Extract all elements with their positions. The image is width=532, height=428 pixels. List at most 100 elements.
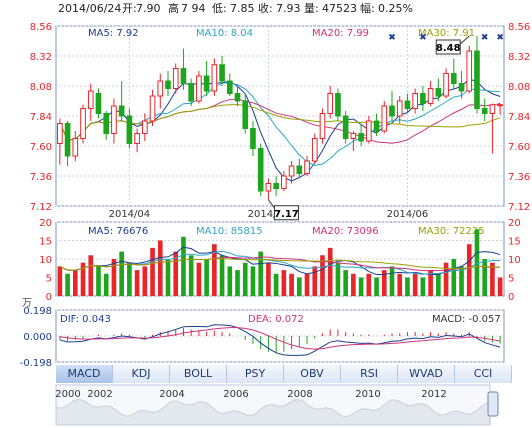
volume-bar xyxy=(57,266,63,296)
tab-macd[interactable]: MACD xyxy=(56,365,113,383)
volume-tick-right: 5 xyxy=(508,274,514,285)
volume-bar xyxy=(196,262,202,296)
tab-cci[interactable]: CCI xyxy=(455,365,512,383)
candle-body xyxy=(489,104,496,114)
macd-dif-line xyxy=(59,324,501,356)
volume-legend-entry: MA20: 73096 xyxy=(312,226,379,237)
header-close-label: 收: xyxy=(258,1,273,15)
candle-body xyxy=(203,75,210,92)
candle-body xyxy=(111,105,117,134)
volume-bar xyxy=(389,266,395,296)
volume-panel: 20 20 15 15 10 10 5 5 0 0 万 MA5: 76676 MA10: 85815 MA… xyxy=(22,218,521,309)
macd-dif-legend: DIF: 0.043 xyxy=(60,314,111,325)
volume-bar xyxy=(242,262,248,296)
volume-bar xyxy=(188,255,194,296)
candle-body xyxy=(72,138,79,157)
candle-body xyxy=(196,75,202,102)
high-annotation-box xyxy=(435,39,461,55)
candle-body xyxy=(165,80,171,89)
volume-bar xyxy=(405,277,410,296)
volume-bar xyxy=(320,255,325,296)
high-annotation-pointer xyxy=(459,35,470,45)
x-tick-label: 2014/05 xyxy=(248,209,290,220)
candle-body xyxy=(157,80,164,97)
macd-tick: 0.000 xyxy=(23,332,52,343)
tab-wvad[interactable]: WVAD xyxy=(398,365,455,383)
tab-obv[interactable]: OBV xyxy=(284,365,341,383)
candle-body xyxy=(87,90,94,109)
volume-bar xyxy=(88,255,94,296)
volume-bar xyxy=(497,277,503,296)
tab-psy[interactable]: PSY xyxy=(227,365,284,383)
price-tick-left: 7.36 xyxy=(30,172,52,183)
volume-bar xyxy=(273,273,279,296)
volume-bar xyxy=(150,247,155,296)
volume-tick-left: 0 xyxy=(46,292,52,303)
timeline-navigator[interactable]: 2000 2002 2004 2006 2008 2010 2012 xyxy=(55,384,499,426)
volume-bar xyxy=(235,270,240,296)
candle-body xyxy=(450,73,457,84)
volume-bar xyxy=(304,273,310,296)
volume-bar xyxy=(474,229,480,296)
candle-body xyxy=(443,73,449,97)
candle-body xyxy=(242,100,249,129)
candle-body xyxy=(95,93,102,114)
candle-body xyxy=(366,120,372,142)
volume-bar xyxy=(289,273,294,296)
volume-tick-left: 5 xyxy=(46,274,52,285)
ma-legend-entry: MA5: 7.92 xyxy=(88,28,139,39)
volume-bar xyxy=(358,277,364,296)
volume-bar xyxy=(459,266,464,296)
volume-bar xyxy=(327,247,333,296)
tab-boll[interactable]: BOLL xyxy=(170,365,227,383)
price-tick-right: 7.36 xyxy=(508,172,530,183)
timeline-year-label: 2002 xyxy=(87,389,112,400)
x-tick-label: 2014/04 xyxy=(109,209,151,220)
volume-tick-left: 10 xyxy=(39,255,52,266)
header-high: 7 94 xyxy=(181,2,206,15)
volume-legend-entry: MA30: 72225 xyxy=(418,226,485,237)
volume-bar xyxy=(335,262,341,296)
timeline-range-handle[interactable] xyxy=(487,391,499,417)
volume-bar xyxy=(212,244,217,296)
volume-bar xyxy=(397,273,403,296)
volume-bar xyxy=(312,266,318,296)
header-open: 7.90 xyxy=(136,2,161,15)
candle-body xyxy=(118,105,125,117)
candle-body xyxy=(265,183,272,192)
volume-bar xyxy=(466,244,472,296)
candle-body xyxy=(311,138,318,162)
volume-bar xyxy=(119,251,124,296)
candle-body xyxy=(126,115,133,144)
event-marker-icon: ✖ xyxy=(496,33,504,43)
candle-body xyxy=(180,68,187,84)
macd-dea-legend: DEA: 0.072 xyxy=(248,314,304,325)
price-tick-right: 7.12 xyxy=(508,202,530,213)
volume-bar xyxy=(374,277,379,296)
candle-body xyxy=(420,93,426,104)
timeline-year-label: 2008 xyxy=(287,389,312,400)
macd-value-legend: MACD: -0.057 xyxy=(432,314,501,325)
price-tick-right: 7.84 xyxy=(508,112,530,123)
volume-bar xyxy=(65,273,70,296)
tab-rsi[interactable]: RSI xyxy=(341,365,398,383)
candle-body xyxy=(103,113,110,134)
candle-body xyxy=(257,148,264,192)
volume-ma30-line xyxy=(59,258,501,271)
volume-bar xyxy=(134,270,140,296)
candle-body xyxy=(373,120,380,132)
timeline-year-label: 2000 xyxy=(55,389,80,400)
volume-bar xyxy=(96,266,101,296)
volume-bar xyxy=(412,273,418,296)
header-low: 7.85 xyxy=(230,2,255,15)
candle-body xyxy=(211,64,218,92)
volume-bar xyxy=(127,262,132,296)
event-marker-icon: ✖ xyxy=(419,33,427,43)
candle-body xyxy=(296,165,303,174)
candle-body xyxy=(304,160,310,174)
macd-panel: 0.198 0.000 -0.198 DIF: 0.043 DEA: 0.072 MACD… xyxy=(20,306,505,369)
volume-bar xyxy=(250,266,256,296)
volume-bar xyxy=(381,270,387,296)
tab-kdj[interactable]: KDJ xyxy=(113,365,170,383)
volume-bar xyxy=(111,259,117,296)
